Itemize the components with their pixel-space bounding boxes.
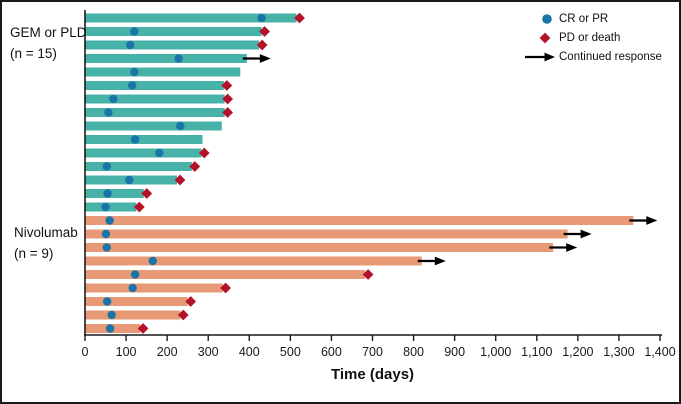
legend-item-continued-response: Continued response [524, 47, 662, 66]
cr-pr-marker [257, 13, 266, 23]
legend-label-continued-response: Continued response [559, 50, 662, 63]
swimmer-bar [85, 270, 366, 279]
cr-pr-marker [107, 310, 116, 320]
x-axis-tick-label: 300 [198, 345, 219, 359]
pd-death-marker [198, 147, 210, 159]
continued-response-arrowhead [580, 229, 592, 239]
legend-item-cr-or-pr: CR or PR [524, 9, 662, 28]
cr-pr-marker [105, 216, 114, 225]
group-n: (n = 9) [14, 246, 54, 261]
group-label-nivolumab: Nivolumab (n = 9) [14, 222, 78, 264]
swimmer-bar [85, 67, 241, 77]
pd-death-marker [137, 323, 149, 334]
x-axis-tick-label: 200 [157, 345, 178, 359]
cr-pr-marker [105, 324, 115, 333]
swimmer-bar [85, 310, 181, 320]
legend-label-pd-or-death: PD or death [559, 31, 621, 44]
x-axis-tick-label: 1,300 [603, 345, 634, 359]
swimmer-bar [85, 283, 223, 293]
swimmer-bar [85, 27, 262, 36]
swimmer-bar [85, 94, 225, 104]
cr-pr-marker [103, 189, 112, 198]
continued-response-arrowhead [646, 216, 658, 225]
cr-pr-circle-icon [542, 13, 552, 24]
pd-death-marker [220, 282, 231, 294]
continued-response-arrowhead [434, 256, 446, 266]
pd-death-marker [362, 269, 374, 280]
continued-response-arrowhead [259, 54, 271, 63]
x-axis-tick-label: 100 [116, 345, 137, 359]
x-axis-tick-label: 500 [280, 345, 301, 359]
swimmer-bar [85, 243, 554, 252]
cr-pr-marker [155, 148, 164, 158]
cr-pr-marker [101, 229, 111, 239]
cr-pr-marker [130, 135, 140, 144]
swimmer-bar [85, 216, 634, 225]
cr-pr-marker [174, 54, 183, 63]
cr-pr-marker [102, 243, 111, 252]
pd-death-marker [185, 296, 197, 307]
cr-pr-marker [176, 121, 185, 131]
legend: CR or PR PD or death Continued response [524, 9, 662, 66]
swimmer-bar [85, 256, 422, 266]
swimmer-bar [85, 81, 224, 90]
x-axis-tick-label: 800 [403, 345, 424, 359]
x-axis-tick-label: 1,000 [480, 345, 511, 359]
pd-death-marker [259, 26, 270, 37]
cr-pr-marker [102, 162, 111, 171]
x-axis-tick-label: 400 [239, 345, 260, 359]
cr-pr-marker [148, 256, 157, 266]
pd-death-marker [174, 174, 186, 186]
swimmer-bar [85, 13, 297, 23]
swimmer-bar [85, 135, 203, 144]
cr-pr-marker [130, 67, 139, 77]
cr-pr-marker [104, 108, 113, 117]
pd-death-marker [133, 201, 145, 213]
x-axis-tick-label: 0 [82, 345, 89, 359]
swimmer-bar [85, 189, 144, 198]
x-axis-tick-label: 600 [321, 345, 342, 359]
legend-label-cr-or-pr: CR or PR [559, 12, 609, 25]
swimmer-bar [85, 40, 260, 50]
swimmer-bar [85, 54, 247, 63]
cr-pr-marker [130, 27, 139, 36]
continued-response-arrowhead [566, 243, 578, 252]
swimmer-bar [85, 229, 568, 239]
cr-pr-marker [128, 81, 137, 90]
cr-pr-marker [125, 175, 134, 185]
swimmer-bar [85, 148, 202, 158]
swimmer-bar [85, 108, 225, 117]
cr-pr-marker [125, 40, 135, 50]
swimmer-bar [85, 202, 137, 212]
cr-pr-marker [109, 94, 118, 104]
legend-item-pd-or-death: PD or death [524, 28, 662, 47]
x-axis-tick-label: 900 [444, 345, 465, 359]
pd-death-marker [177, 309, 189, 321]
pd-death-marker [141, 188, 153, 199]
x-axis-tick-label: 700 [362, 345, 383, 359]
cr-pr-marker [102, 297, 112, 306]
x-axis-tick-label: 1,200 [562, 345, 593, 359]
x-axis-tick-label: 1,400 [644, 345, 675, 359]
x-axis-title: Time (days) [330, 366, 415, 383]
pd-death-marker [189, 161, 201, 172]
group-label-gem-pld: GEM or PLD (n = 15) [10, 22, 87, 64]
continued-response-arrow-icon [525, 52, 555, 61]
x-axis-tick-label: 1,100 [521, 345, 552, 359]
pd-death-diamond-icon [539, 32, 551, 43]
swimmer-bar [85, 121, 222, 131]
group-n: (n = 15) [10, 46, 57, 61]
swimmer-bar [85, 297, 188, 306]
swimmer-bar [85, 162, 192, 171]
cr-pr-marker [128, 283, 137, 293]
group-name: Nivolumab [14, 225, 78, 240]
cr-pr-marker [130, 270, 140, 279]
group-name: GEM or PLD [10, 25, 87, 40]
cr-pr-marker [101, 202, 110, 212]
